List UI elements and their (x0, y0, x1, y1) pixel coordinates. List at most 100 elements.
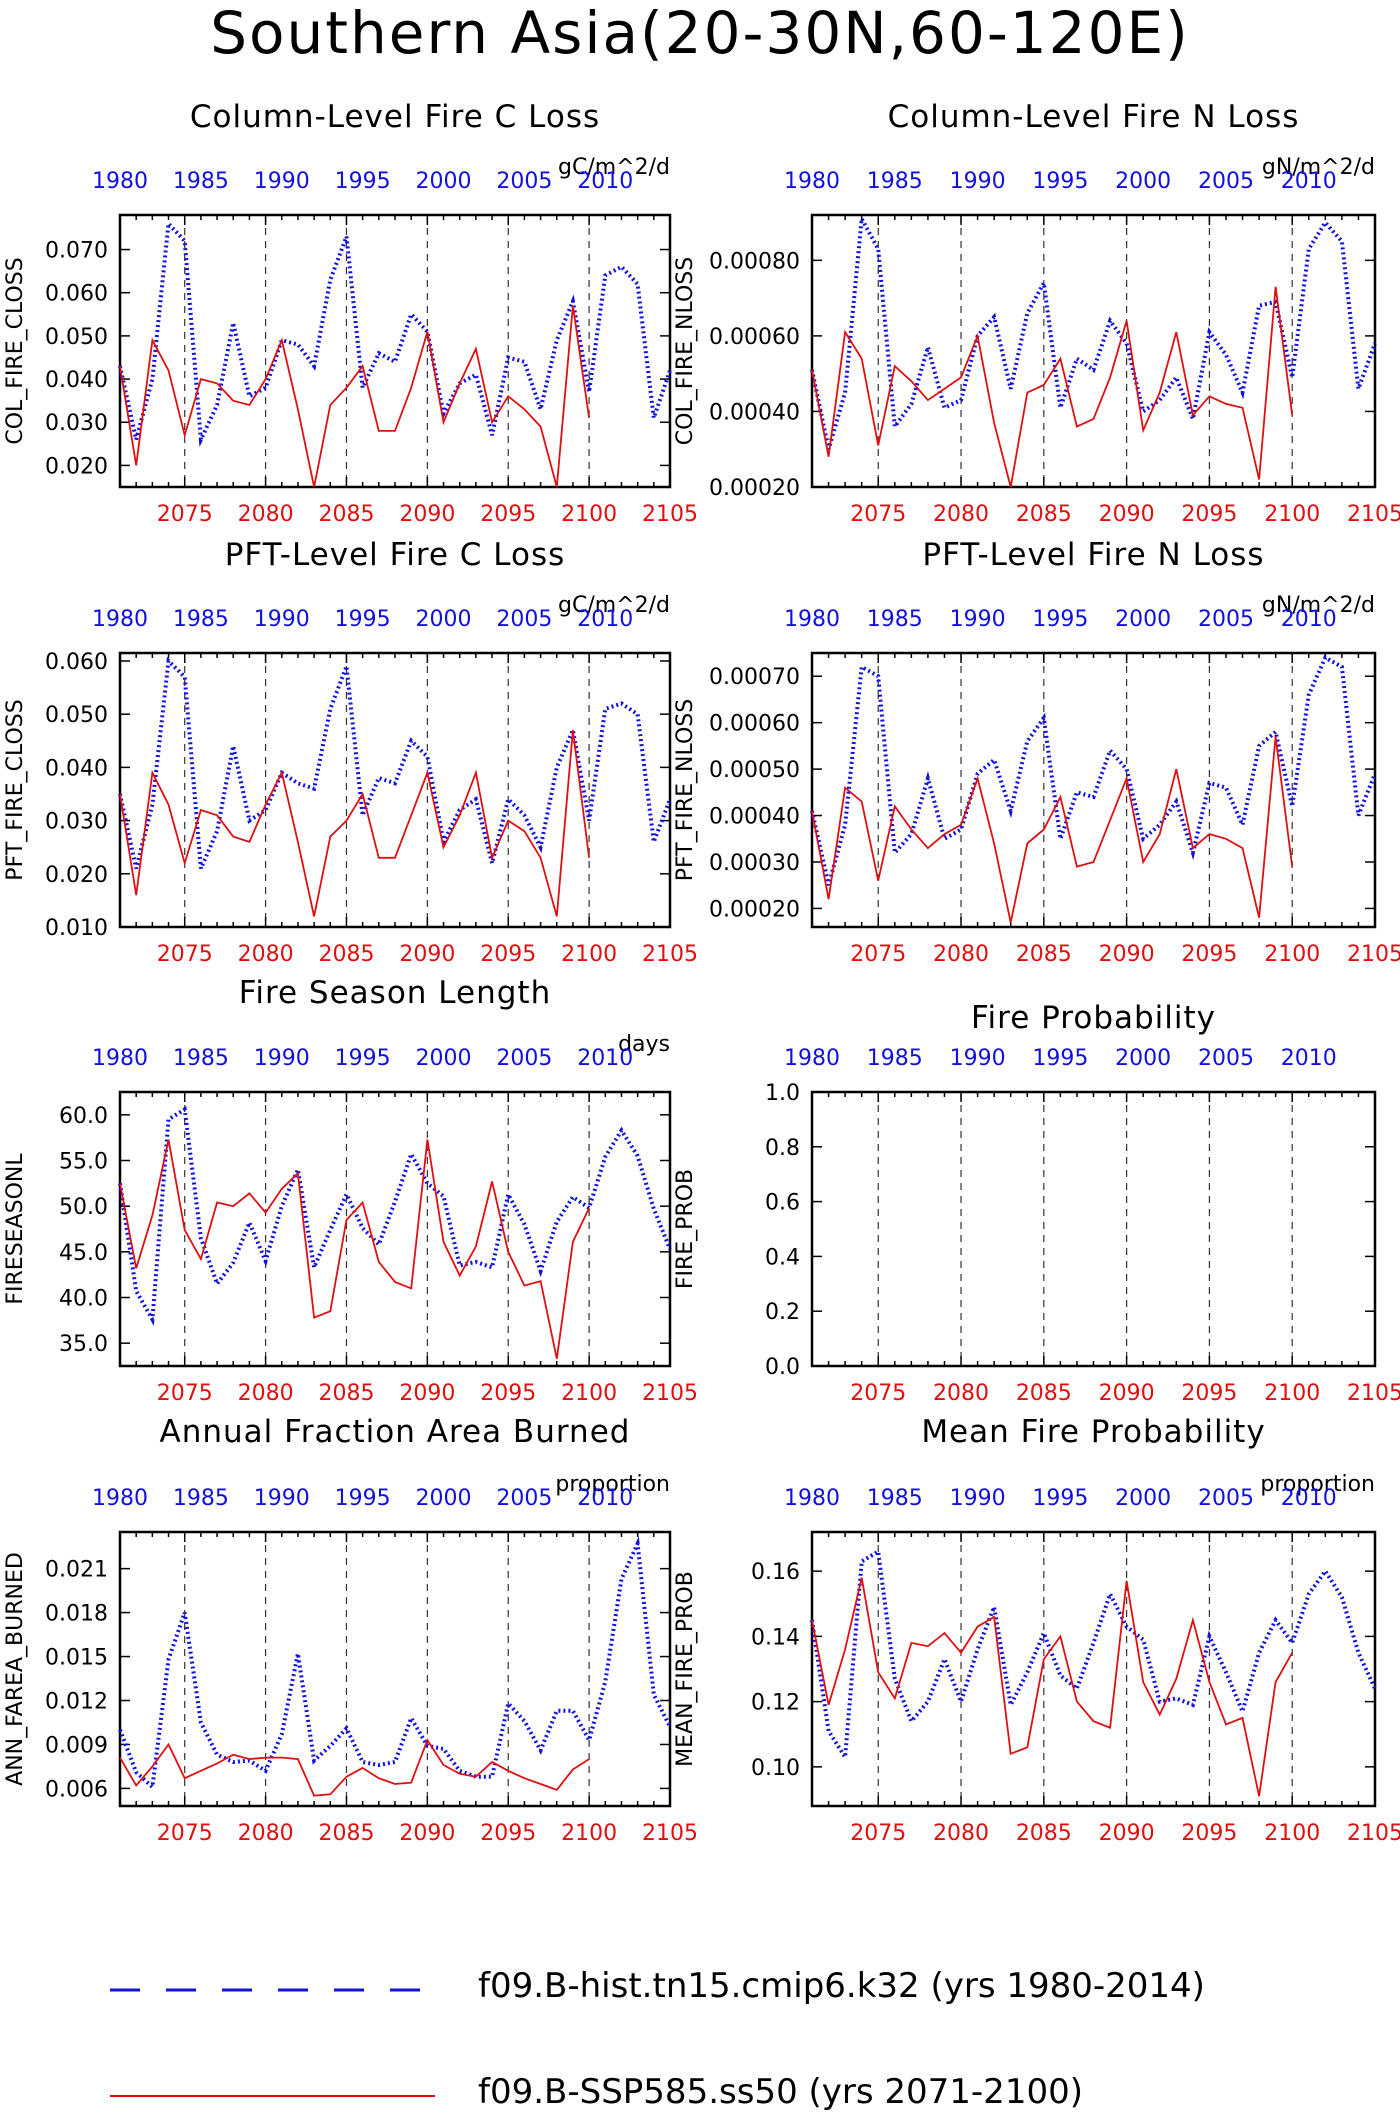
y-tick-label: 0.021 (45, 1558, 108, 1583)
x-tick-label-bottom: 2085 (318, 942, 374, 967)
x-tick-label-top: 1995 (335, 1046, 391, 1071)
y-tick-label: 1.0 (765, 1081, 800, 1106)
x-tick-label-top: 1985 (173, 169, 229, 194)
x-tick-label-bottom: 2085 (1016, 1381, 1072, 1406)
y-tick-label: 0.00060 (709, 325, 800, 350)
series-hist-line (810, 212, 1377, 450)
panel-title: Column-Level Fire C Loss (190, 99, 600, 135)
x-tick-label-top: 1980 (784, 1046, 840, 1071)
y-tick-label: 0.00030 (709, 851, 800, 876)
panel-title: Fire Season Length (239, 975, 551, 1011)
x-tick-label-top: 1995 (1032, 169, 1088, 194)
x-tick-label-top: 1995 (1032, 1486, 1088, 1511)
x-tick-label-bottom: 2075 (850, 502, 906, 527)
y-axis-label: FIRE_PROB (673, 1169, 698, 1289)
panel-6: Fire Probability 2075 2080 2085 2090 2095 2100… (673, 1000, 1400, 1406)
series-ssp-line (811, 736, 1294, 923)
y-axis-label: COL_FIRE_CLOSS (3, 257, 28, 444)
y-tick-label: 45.0 (59, 1241, 108, 1266)
x-tick-label-top: 2000 (416, 1486, 472, 1511)
x-tick-label-bottom: 2080 (933, 1381, 989, 1406)
x-tick-label-bottom: 2075 (157, 942, 213, 967)
y-tick-label: 0.16 (751, 1560, 800, 1585)
x-tick-label-bottom: 2090 (399, 1381, 455, 1406)
plot-frame (118, 1530, 672, 1808)
x-tick-label-top: 2000 (1115, 169, 1171, 194)
x-tick-label-bottom: 2085 (1016, 942, 1072, 967)
x-tick-label-top: 2000 (1115, 607, 1171, 632)
series-ssp-line (811, 1577, 1293, 1797)
x-tick-label-bottom: 2080 (238, 1381, 294, 1406)
x-tick-label-bottom: 2105 (642, 1381, 698, 1406)
y-tick-label: 0.00040 (709, 400, 800, 425)
y-tick-label: 0.00050 (709, 758, 800, 783)
panel-3: PFT-Level Fire C Loss gC/m^2/d 2075 2080 208… (3, 537, 698, 967)
panel-5: Fire Season Length days 2075 2080 2085 2090 20… (3, 975, 698, 1406)
x-tick-label-top: 2010 (577, 1486, 633, 1511)
x-tick-label-bottom: 2095 (1181, 1821, 1237, 1846)
panel-title: PFT-Level Fire N Loss (922, 537, 1264, 573)
x-tick-label-bottom: 2090 (1099, 942, 1155, 967)
y-tick-label: 0.030 (45, 810, 108, 835)
y-tick-label: 0.0 (765, 1355, 800, 1380)
y-axis-label: MEAN_FIRE_PROB (673, 1571, 698, 1767)
x-tick-label-bottom: 2100 (1264, 1821, 1320, 1846)
x-tick-label-top: 2005 (1198, 1486, 1254, 1511)
panel-title: PFT-Level Fire C Loss (225, 537, 566, 573)
series-ssp-line (119, 1139, 590, 1359)
x-tick-label-bottom: 2095 (480, 502, 536, 527)
x-tick-label-bottom: 2105 (642, 942, 698, 967)
x-tick-label-top: 2005 (496, 169, 552, 194)
x-tick-label-bottom: 2105 (1347, 502, 1400, 527)
y-axis-label: FIRESEASONL (3, 1153, 28, 1305)
x-tick-label-bottom: 2095 (480, 942, 536, 967)
x-tick-label-top: 2005 (496, 1046, 552, 1071)
series-hist-line (118, 219, 672, 448)
y-tick-label: 0.10 (751, 1756, 800, 1781)
plot-frame (118, 1090, 672, 1368)
x-tick-label-bottom: 2095 (1181, 1381, 1237, 1406)
y-tick-label: 0.00060 (709, 712, 800, 737)
panel-7: Annual Fraction Area Burned proportion 207… (3, 1414, 698, 1846)
series-hist-line (810, 1548, 1377, 1764)
units-label: gC/m^2/d (558, 155, 670, 180)
y-tick-label: 0.018 (45, 1602, 108, 1627)
y-tick-label: 60.0 (59, 1104, 108, 1129)
y-tick-label: 0.012 (45, 1690, 108, 1715)
x-tick-label-top: 2000 (416, 607, 472, 632)
panel-4: PFT-Level Fire N Loss gN/m^2/d 2075 2080 208… (673, 537, 1400, 967)
x-tick-label-bottom: 2075 (850, 1821, 906, 1846)
x-tick-label-top: 2005 (496, 607, 552, 632)
y-axis-label: COL_FIRE_NLOSS (673, 257, 698, 445)
x-tick-label-bottom: 2075 (850, 1381, 906, 1406)
units-label: proportion (555, 1472, 670, 1497)
x-tick-label-bottom: 2080 (933, 942, 989, 967)
y-tick-label: 0.12 (751, 1691, 800, 1716)
x-tick-label-bottom: 2080 (933, 502, 989, 527)
x-tick-label-top: 1990 (254, 607, 310, 632)
x-tick-label-bottom: 2080 (238, 1821, 294, 1846)
x-tick-label-bottom: 2100 (561, 942, 617, 967)
x-tick-label-bottom: 2100 (1264, 942, 1320, 967)
x-tick-label-bottom: 2085 (1016, 1821, 1072, 1846)
x-tick-label-top: 1990 (254, 1486, 310, 1511)
y-tick-label: 0.00020 (709, 897, 800, 922)
x-tick-label-bottom: 2075 (157, 502, 213, 527)
x-tick-label-top: 2010 (1281, 1486, 1337, 1511)
x-tick-label-bottom: 2085 (318, 1381, 374, 1406)
y-tick-label: 0.14 (751, 1625, 800, 1650)
y-axis-label: PFT_FIRE_CLOSS (3, 699, 28, 880)
panel-1: Column-Level Fire C Loss gC/m^2/d 2075 2080… (3, 99, 698, 527)
y-tick-label: 0.6 (765, 1191, 800, 1216)
y-tick-label: 0.020 (45, 863, 108, 888)
x-tick-label-top: 1990 (950, 1046, 1006, 1071)
y-tick-label: 35.0 (59, 1332, 108, 1357)
y-tick-label: 0.050 (45, 325, 108, 350)
x-tick-label-top: 2005 (1198, 1046, 1254, 1071)
x-tick-label-top: 2010 (1281, 1046, 1337, 1071)
y-tick-label: 0.00020 (709, 476, 800, 501)
plot-frame (810, 213, 1377, 489)
y-tick-label: 0.070 (45, 239, 108, 264)
panel-title: Annual Fraction Area Burned (160, 1414, 631, 1450)
x-tick-label-top: 1995 (335, 1486, 391, 1511)
